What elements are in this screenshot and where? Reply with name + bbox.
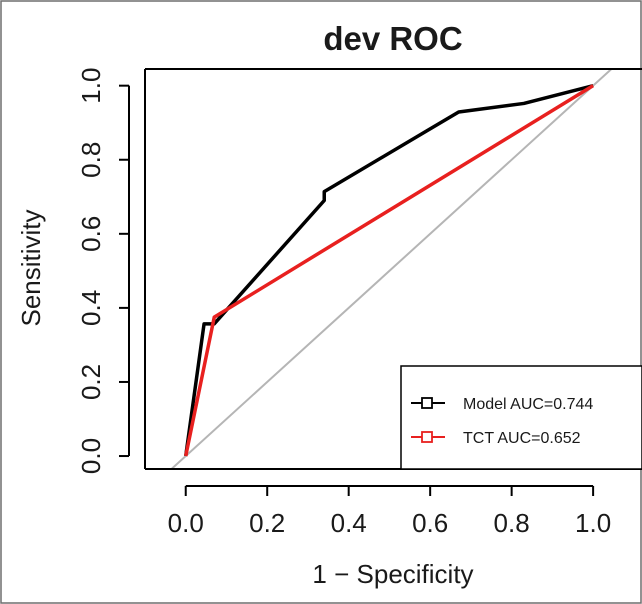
y-tick-label: 0.4 — [76, 290, 106, 326]
x-tick-label: 0.8 — [494, 508, 530, 538]
legend-marker-square — [421, 431, 433, 443]
x-tick-label: 0.2 — [249, 508, 285, 538]
x-tick-label: 0.6 — [412, 508, 448, 538]
x-tick-label: 0.0 — [168, 508, 204, 538]
x-tick-label: 1.0 — [575, 508, 611, 538]
y-tick-label: 0.6 — [76, 216, 106, 252]
y-axis-label: Sensitivity — [16, 209, 46, 326]
y-tick-label: 0.0 — [76, 438, 106, 474]
x-axis-label: 1 − Specificity — [312, 559, 473, 589]
reference-diagonal-line — [168, 68, 615, 470]
legend: Model AUC=0.744 TCT AUC=0.652 — [400, 365, 642, 470]
legend-label: Model AUC=0.744 — [463, 396, 593, 413]
legend-box — [400, 365, 642, 470]
y-tick-label: 0.2 — [76, 364, 106, 400]
x-tick-label: 0.4 — [331, 508, 367, 538]
legend-marker-square — [421, 397, 433, 409]
y-tick-label: 1.0 — [76, 68, 106, 104]
series-line-model — [184, 83, 594, 457]
legend-label: TCT AUC=0.652 — [463, 430, 581, 447]
y-tick-label: 0.8 — [76, 142, 106, 178]
chart-title: dev ROC — [323, 20, 462, 57]
